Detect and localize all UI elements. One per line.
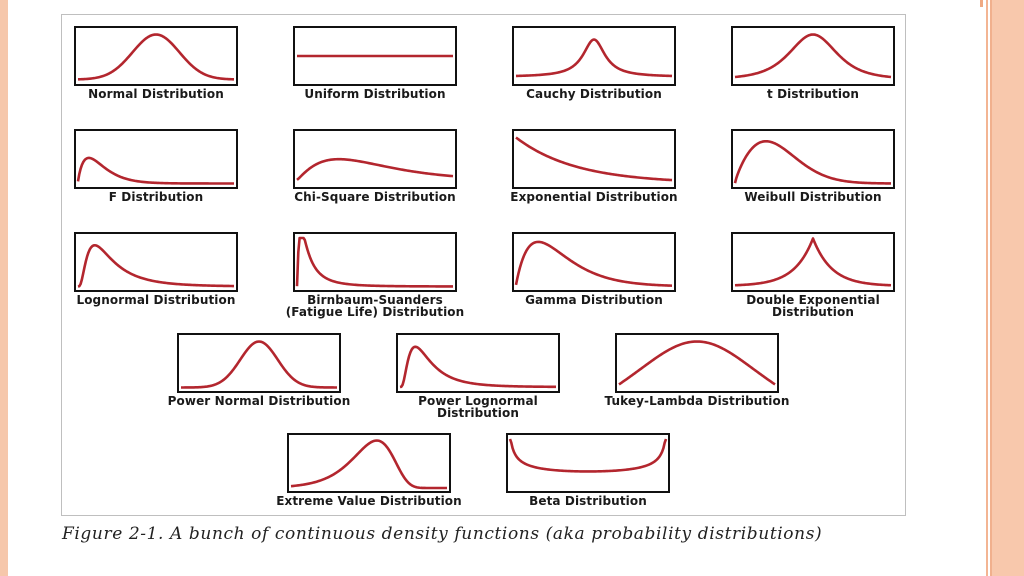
uniform-line-icon <box>296 54 453 58</box>
density-curve <box>77 243 235 288</box>
right-accent-bar <box>990 0 1024 576</box>
density-curve <box>508 438 668 473</box>
left-accent-bar <box>0 0 8 576</box>
power-normal-curve-icon <box>180 340 337 389</box>
plot-box <box>396 333 560 393</box>
exponential-curve-icon <box>515 136 673 182</box>
plot-box <box>512 232 676 292</box>
power-lognormal-curve-icon <box>399 345 557 389</box>
panel-label: Exponential Distribution <box>510 190 678 204</box>
right-accent-line <box>986 0 988 576</box>
panel-label: Birnbaum-Suanders (Fatigue Life) Distrib… <box>285 293 465 319</box>
panel-label: Extreme Value Distribution <box>276 494 462 508</box>
figure-caption: Figure 2-1. A bunch of continuous densit… <box>62 524 823 544</box>
right-accent-tick <box>980 0 983 7</box>
plot-box <box>731 232 895 292</box>
density-curve <box>76 156 234 185</box>
plot-box <box>293 26 457 86</box>
panel-label: Cauchy Distribution <box>526 87 662 101</box>
density-curve <box>733 139 892 185</box>
plot-box <box>731 26 895 86</box>
density-curve <box>295 236 453 288</box>
density-curve <box>180 340 337 389</box>
panel-label: F Distribution <box>108 190 204 204</box>
weibull-curve-icon <box>733 139 892 185</box>
density-curve <box>296 157 454 181</box>
plot-box <box>74 26 238 86</box>
plot-box <box>287 433 451 493</box>
gamma-curve-icon <box>514 240 673 287</box>
f-curve-icon <box>76 156 234 185</box>
double-exponential-curve-icon <box>734 237 892 287</box>
extreme-value-curve-icon <box>290 439 447 490</box>
plot-box <box>74 232 238 292</box>
panel-label: Tukey-Lambda Distribution <box>604 394 790 408</box>
tukey-lambda-curve-icon <box>618 340 776 386</box>
plot-box <box>615 333 779 393</box>
panel-label: Beta Distribution <box>529 494 647 508</box>
t-curve-icon <box>734 33 892 79</box>
normal-curve-icon <box>77 33 235 81</box>
plot-box <box>177 333 341 393</box>
density-curve <box>515 38 673 78</box>
panel-label: Weibull Distribution <box>744 190 882 204</box>
panel-label: Normal Distribution <box>88 87 224 101</box>
panel-label: Gamma Distribution <box>525 293 663 307</box>
panel-label: Power Normal Distribution <box>167 394 351 408</box>
panel-label: Lognormal Distribution <box>76 293 236 307</box>
panel-label: Uniform Distribution <box>304 87 446 101</box>
panel-label: Chi-Square Distribution <box>294 190 456 204</box>
chi-square-curve-icon <box>296 157 454 181</box>
birnbaum-saunders-curve-icon <box>295 236 453 288</box>
beta-curve-icon <box>508 438 668 473</box>
density-curve <box>514 240 673 287</box>
plot-box <box>293 129 457 189</box>
density-curve <box>399 345 557 389</box>
plot-box <box>731 129 895 189</box>
lognormal-curve-icon <box>77 243 235 288</box>
panel-label: Double Exponential Distribution <box>746 293 880 319</box>
density-curve <box>77 33 235 81</box>
plot-box <box>512 26 676 86</box>
plot-box <box>512 129 676 189</box>
density-curve <box>734 237 892 287</box>
panel-label: t Distribution <box>766 87 860 101</box>
density-curve <box>290 439 447 490</box>
plot-box <box>74 129 238 189</box>
density-curve <box>515 136 673 182</box>
plot-box <box>293 232 457 292</box>
density-curve <box>734 33 892 79</box>
cauchy-curve-icon <box>515 38 673 78</box>
density-curve <box>618 340 776 386</box>
panel-label: Power Lognormal Distribution <box>418 394 538 420</box>
plot-box <box>506 433 670 493</box>
